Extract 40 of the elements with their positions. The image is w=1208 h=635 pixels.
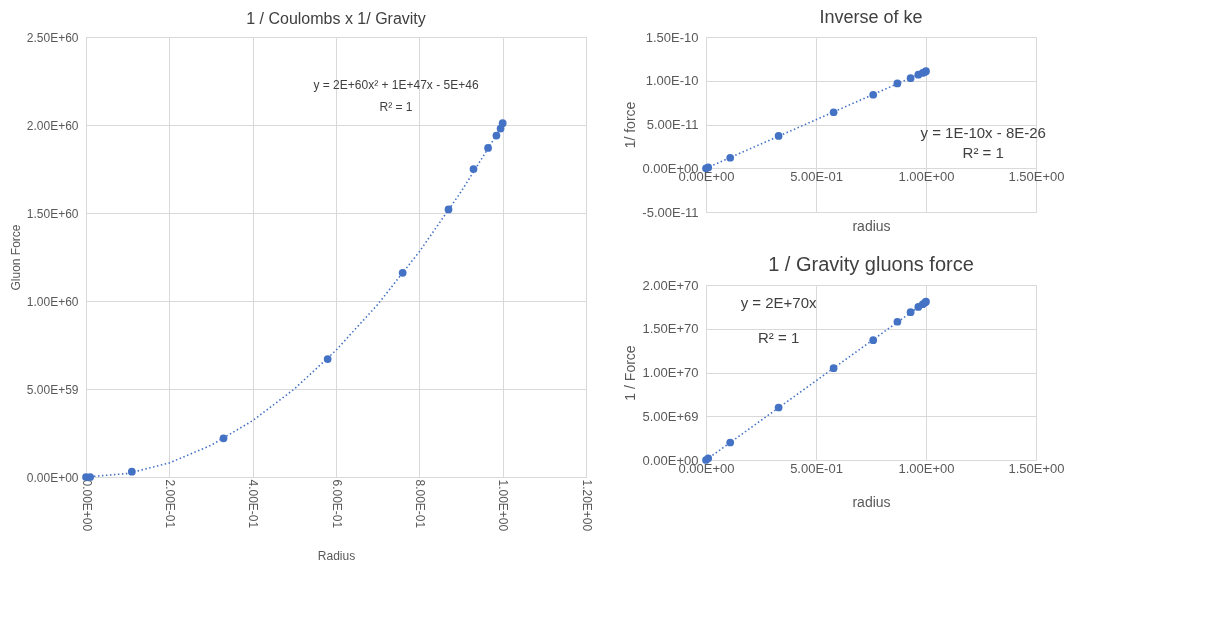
- x-tick-label: 2.00E-01: [162, 479, 177, 529]
- x-axis-title: radius: [852, 217, 891, 234]
- y-tick-label: 1.00E+60: [26, 294, 79, 309]
- x-tick-label: 4.00E-01: [246, 479, 261, 529]
- y-axis-title: 1 / Force: [622, 345, 639, 401]
- y-axis-title: Gluon Force: [8, 224, 23, 291]
- y-tick-label: 1.50E+70: [642, 321, 699, 337]
- y-tick-label: 5.00E-11: [646, 117, 699, 132]
- y-tick-label: 1.50E-10: [645, 29, 699, 45]
- x-axis-title: radius: [852, 493, 891, 510]
- y-tick-label: 2.50E+60: [26, 30, 79, 45]
- y-tick-label: 2.00E+70: [642, 277, 699, 293]
- chart-title: Inverse of ke: [819, 7, 923, 27]
- chart-title: 1 / Coulombs x 1/ Gravity: [246, 10, 426, 27]
- x-tick-label: 8.00E-01: [412, 479, 427, 529]
- y-tick-label: 1.00E+70: [642, 365, 699, 380]
- y-tick-label: 1.50E+60: [26, 206, 79, 221]
- x-tick-label: 1.00E+00: [496, 479, 511, 532]
- x-axis-title: Radius: [317, 549, 356, 564]
- x-tick-label: 5.00E-01: [790, 168, 843, 184]
- y-tick-label: 5.00E+69: [642, 408, 699, 424]
- x-tick-label: 1.50E+00: [1008, 168, 1065, 184]
- annotation: y = 1E-10x - 8E-26: [920, 124, 1046, 142]
- annotation: y = 2E+60x² + 1E+47x - 5E+46: [313, 78, 479, 93]
- annotation: R² = 1: [379, 100, 413, 115]
- chart-title: 1 / Gravity gluons force: [768, 253, 974, 275]
- y-axis-title: 1/ force: [622, 101, 639, 149]
- x-tick-label: 1.00E+00: [898, 460, 955, 476]
- x-tick-label: 5.00E-01: [790, 460, 843, 476]
- annotation: y = 2E+70x: [740, 293, 818, 311]
- x-tick-label: 1.20E+00: [579, 479, 594, 532]
- x-tick-label: 1.00E+00: [898, 168, 955, 184]
- y-tick-label: 1.00E-10: [645, 73, 699, 89]
- x-tick-label: 6.00E-01: [329, 479, 344, 529]
- y-tick-label: 2.00E+60: [26, 118, 79, 133]
- annotation: R² = 1: [757, 328, 800, 346]
- y-tick-label: 5.00E+59: [26, 382, 79, 397]
- annotation: R² = 1: [962, 143, 1004, 161]
- y-tick-label: -5.00E-11: [642, 204, 699, 220]
- x-tick-label: 1.50E+00: [1008, 460, 1065, 476]
